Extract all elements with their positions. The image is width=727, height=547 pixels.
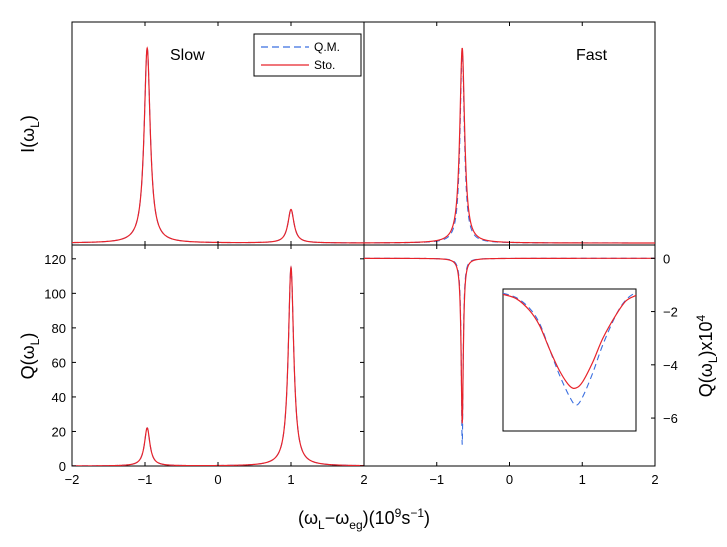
inset-frame (502, 288, 637, 432)
x-tick-label: −1 (138, 472, 153, 487)
y-tick-label: 100 (44, 286, 66, 301)
y-tick-label: 40 (52, 390, 66, 405)
panel-title-slow: Slow (170, 47, 205, 64)
series-sto-line (72, 265, 364, 466)
xlabel: (ωL−ωeg)(109s−1) (298, 506, 430, 532)
legend-box (253, 33, 362, 77)
ylabel-top-left: I(ωL) (18, 115, 42, 153)
y-tick-label: 60 (52, 355, 66, 370)
ylabel-bottom-left: Q(ωL) (18, 333, 42, 380)
panel-title-fast: Fast (576, 47, 608, 64)
series-sto-line (364, 257, 655, 424)
panel-bottom-right-series (364, 257, 655, 445)
y-tick-label: 0 (59, 459, 66, 474)
y-tick-label: −2 (663, 305, 678, 320)
series-sto-line (72, 46, 364, 244)
y-tick-label: 120 (44, 252, 66, 267)
y-tick-label: 0 (663, 251, 670, 266)
panel-top-right-frame (363, 21, 656, 246)
panel-bottom-left-series (72, 265, 364, 466)
legend: Q.M. Sto. (253, 33, 362, 77)
x-tick-label: −2 (65, 472, 80, 487)
series-qm-line (72, 265, 364, 466)
series-qm-line (364, 49, 655, 244)
y-tick-label: −6 (663, 411, 678, 426)
inset-series (503, 291, 636, 406)
panel-top-right-series (364, 47, 655, 244)
series-qm-line (72, 46, 364, 244)
legend-sto-label: Sto. (314, 58, 335, 72)
panel-bottom-left-frame (71, 244, 365, 467)
x-tick-label: −1 (429, 472, 444, 487)
inset-series-sto-line (503, 293, 636, 389)
x-tick-label: 0 (214, 472, 221, 487)
inset-series-qm-line (503, 291, 636, 406)
series-sto-line (364, 47, 655, 244)
x-tick-label: 0 (506, 472, 513, 487)
panel-top-left-series (72, 46, 364, 244)
x-tick-label: 2 (651, 472, 658, 487)
x-tick-label: 2 (360, 472, 367, 487)
x-tick-label: 1 (287, 472, 294, 487)
x-tick-label: 1 (579, 472, 586, 487)
y-tick-label: −4 (663, 358, 678, 373)
y-tick-label: 80 (52, 321, 66, 336)
legend-qm-label: Q.M. (314, 40, 340, 54)
ylabel-right: Q(ωL)x104 (694, 314, 720, 397)
y-tick-label: 20 (52, 424, 66, 439)
